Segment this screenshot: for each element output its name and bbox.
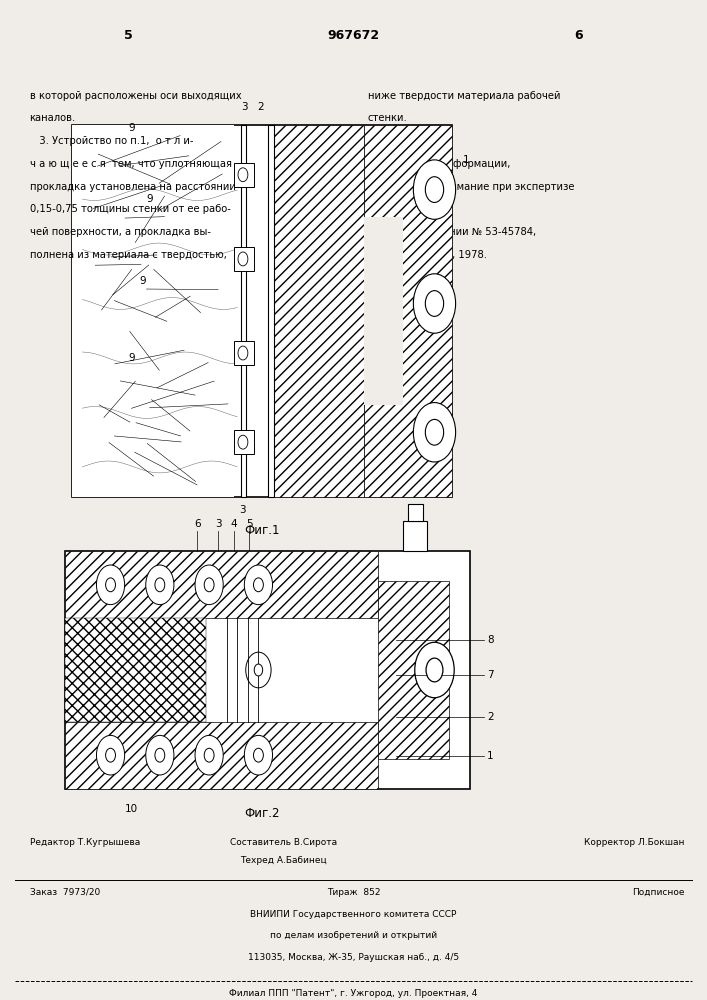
- Text: Тираж  852: Тираж 852: [327, 888, 380, 897]
- Circle shape: [255, 664, 263, 676]
- Text: 2: 2: [487, 712, 494, 722]
- Bar: [65, 722, 378, 789]
- Text: Фиг.1: Фиг.1: [244, 524, 280, 537]
- Bar: [267, 125, 274, 497]
- Bar: [378, 581, 448, 759]
- Text: 5: 5: [124, 29, 132, 42]
- Circle shape: [204, 748, 214, 762]
- Bar: [234, 247, 254, 271]
- Circle shape: [155, 578, 165, 592]
- Bar: [65, 618, 206, 722]
- Circle shape: [195, 735, 223, 775]
- Circle shape: [195, 565, 223, 605]
- Text: 3. Устройство по п.1,  о т л и-: 3. Устройство по п.1, о т л и-: [30, 136, 193, 146]
- Bar: [364, 217, 403, 405]
- Circle shape: [146, 735, 174, 775]
- Circle shape: [415, 642, 454, 698]
- Text: 9: 9: [139, 276, 146, 286]
- Text: ВНИИПИ Государственного комитета СССР: ВНИИПИ Государственного комитета СССР: [250, 910, 457, 919]
- Text: 967672: 967672: [327, 29, 380, 42]
- Bar: [72, 125, 234, 497]
- Circle shape: [238, 168, 248, 182]
- Bar: [65, 551, 469, 789]
- Bar: [403, 521, 428, 551]
- Text: 1. Заявка Японии № 53-45784,: 1. Заявка Японии № 53-45784,: [368, 227, 536, 237]
- Text: по делам изобретений и открытий: по делам изобретений и открытий: [270, 931, 437, 940]
- Circle shape: [426, 291, 443, 316]
- Text: кл. В 22 D 11/04, 1978.: кл. В 22 D 11/04, 1978.: [368, 250, 486, 260]
- Text: 6: 6: [575, 29, 583, 42]
- Circle shape: [426, 419, 443, 445]
- Circle shape: [414, 274, 455, 333]
- Circle shape: [105, 578, 115, 592]
- Text: 4: 4: [230, 519, 237, 529]
- Circle shape: [238, 252, 248, 266]
- Text: 10: 10: [125, 804, 139, 814]
- Text: Заказ  7973/20: Заказ 7973/20: [30, 888, 100, 897]
- Bar: [65, 551, 378, 618]
- Text: Филиал ППП "Патент", г. Ужгород, ул. Проектная, 4: Филиал ППП "Патент", г. Ужгород, ул. Про…: [229, 989, 478, 998]
- Bar: [234, 163, 254, 187]
- Text: 8: 8: [487, 635, 494, 645]
- Text: полнена из материала с твердостью,: полнена из материала с твердостью,: [30, 250, 226, 260]
- Text: 9: 9: [129, 123, 135, 133]
- Text: Составитель В.Сирота: Составитель В.Сирота: [230, 838, 337, 847]
- Text: 3: 3: [241, 102, 247, 112]
- Circle shape: [254, 578, 264, 592]
- Text: 1: 1: [463, 155, 469, 165]
- Text: в которой расположены оси выходящих: в которой расположены оси выходящих: [30, 91, 241, 101]
- Circle shape: [238, 435, 248, 449]
- Text: 3: 3: [215, 519, 221, 529]
- Text: 9: 9: [146, 194, 153, 204]
- Bar: [234, 341, 254, 365]
- Circle shape: [96, 565, 124, 605]
- Text: 6: 6: [194, 519, 201, 529]
- Circle shape: [246, 652, 271, 688]
- Bar: [234, 430, 254, 454]
- Text: 9: 9: [129, 353, 135, 363]
- Circle shape: [426, 658, 443, 682]
- Text: Подписное: Подписное: [632, 888, 684, 897]
- Circle shape: [426, 177, 443, 202]
- Circle shape: [245, 565, 272, 605]
- Text: 7: 7: [487, 670, 494, 680]
- Circle shape: [245, 735, 272, 775]
- Text: Фиг.2: Фиг.2: [244, 807, 280, 820]
- Text: 113035, Москва, Ж-35, Раушская наб., д. 4/5: 113035, Москва, Ж-35, Раушская наб., д. …: [248, 953, 459, 962]
- Bar: [206, 618, 378, 722]
- Bar: [272, 125, 364, 497]
- Text: ниже твердости материала рабочей: ниже твердости материала рабочей: [368, 91, 560, 101]
- Text: 2: 2: [257, 102, 264, 112]
- Circle shape: [204, 578, 214, 592]
- Text: прокладка установлена на расстоянии: прокладка установлена на расстоянии: [30, 182, 235, 192]
- Text: стенки.: стенки.: [368, 113, 407, 123]
- Text: Редактор Т.Кугрышева: Редактор Т.Кугрышева: [30, 838, 140, 847]
- Circle shape: [254, 748, 264, 762]
- Bar: [241, 125, 246, 497]
- Circle shape: [238, 346, 248, 360]
- Circle shape: [146, 565, 174, 605]
- Text: Техред А.Бабинец: Техред А.Бабинец: [240, 856, 327, 865]
- Circle shape: [155, 748, 165, 762]
- Text: 0,15-0,75 толщины стенки от ее рабо-: 0,15-0,75 толщины стенки от ее рабо-: [30, 204, 230, 214]
- Text: 1: 1: [487, 751, 494, 761]
- Circle shape: [414, 160, 455, 219]
- Text: 5: 5: [246, 519, 252, 529]
- Text: каналов.: каналов.: [30, 113, 76, 123]
- Text: ч а ю щ е е с я  тем, что уплотняющая: ч а ю щ е е с я тем, что уплотняющая: [30, 159, 232, 169]
- Text: Источники информации,: Источники информации,: [368, 159, 510, 169]
- Circle shape: [105, 748, 115, 762]
- Text: 3: 3: [240, 505, 246, 515]
- Circle shape: [96, 735, 124, 775]
- Text: чей поверхности, а прокладка вы-: чей поверхности, а прокладка вы-: [30, 227, 211, 237]
- Bar: [72, 125, 452, 497]
- Bar: [364, 125, 452, 497]
- Text: принятые во внимание при экспертизе: принятые во внимание при экспертизе: [368, 182, 574, 192]
- Circle shape: [414, 403, 455, 462]
- Bar: [408, 504, 423, 521]
- Text: Корректор Л.Бокшан: Корректор Л.Бокшан: [584, 838, 684, 847]
